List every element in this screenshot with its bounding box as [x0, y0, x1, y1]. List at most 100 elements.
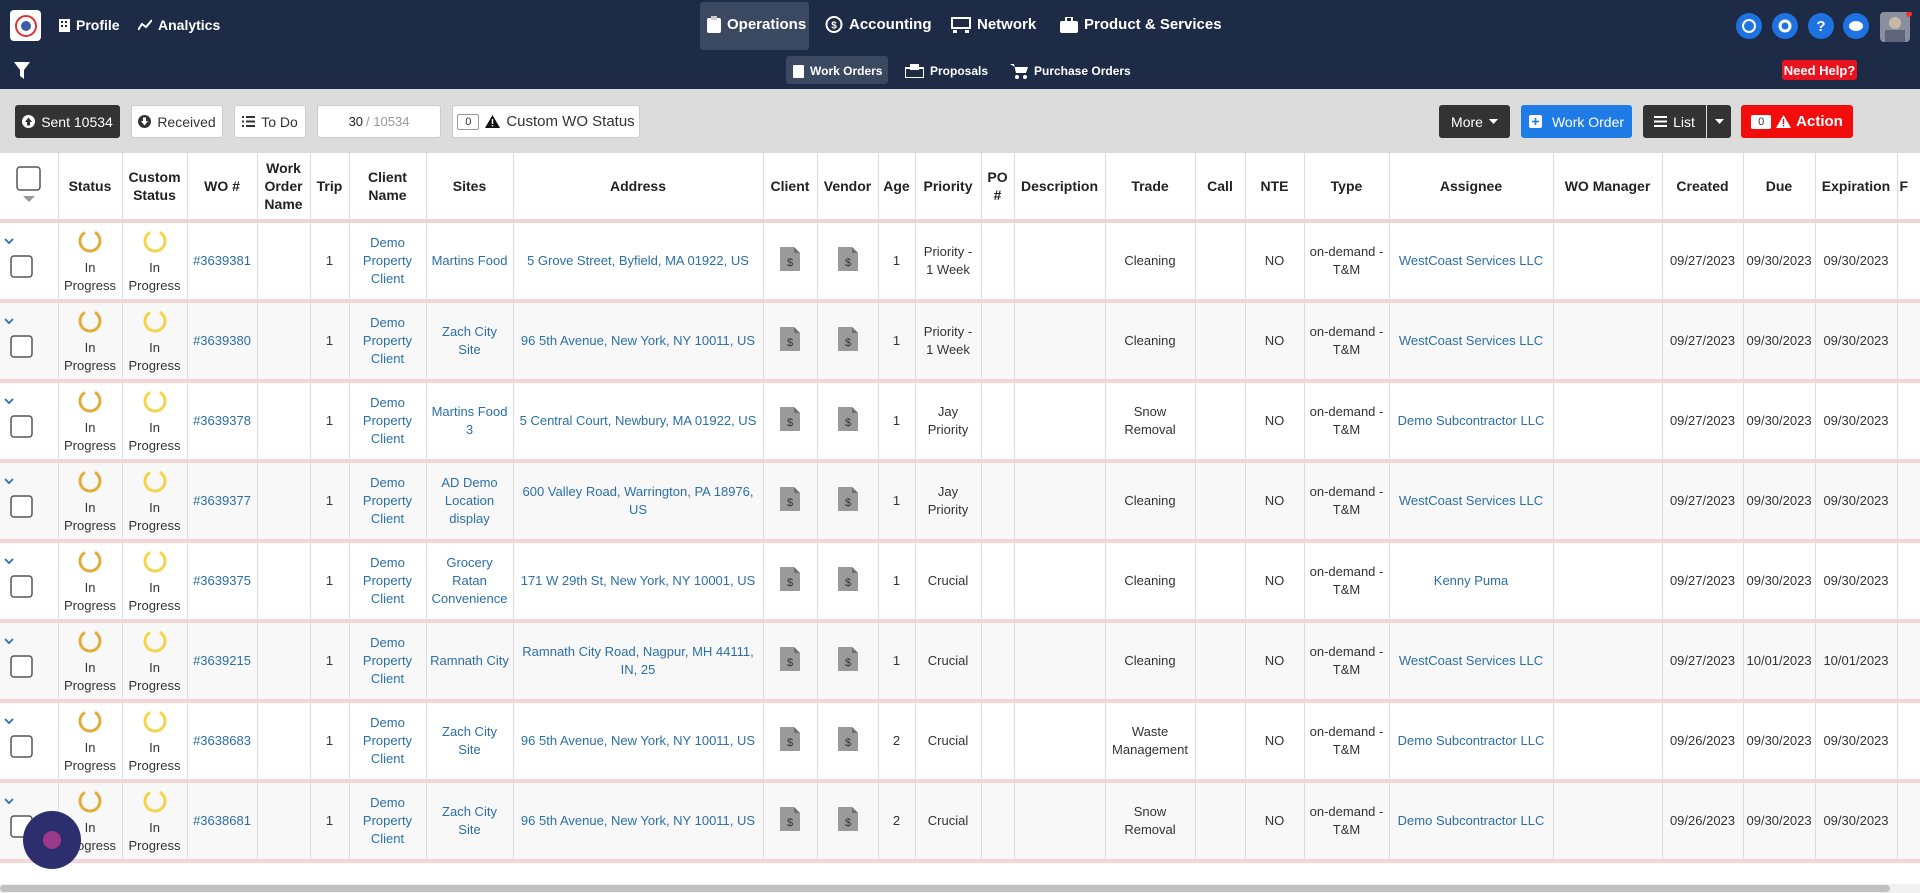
help-button[interactable]: Need Help?: [1782, 60, 1857, 80]
horizontal-scrollbar[interactable]: [0, 884, 1920, 893]
cell-link[interactable]: 96 5th Avenue, New York, NY 10011, US: [520, 733, 756, 748]
cell-link[interactable]: #3638683: [193, 733, 251, 748]
document-icon[interactable]: $: [780, 246, 800, 271]
cell-link[interactable]: 96 5th Avenue, New York, NY 10011, US: [520, 813, 756, 828]
cell-link[interactable]: Zach City Site: [442, 324, 497, 357]
document-icon[interactable]: $: [780, 406, 800, 431]
cell-link[interactable]: WestCoast Services LLC: [1398, 333, 1544, 348]
work-order-button[interactable]: Work Order: [1521, 105, 1632, 138]
cell-link[interactable]: #3639215: [193, 653, 251, 668]
cell-link[interactable]: Ramnath City Road, Nagpur, MH 44111, IN,…: [522, 644, 754, 677]
more-button[interactable]: More: [1439, 105, 1510, 138]
todo-button[interactable]: To Do: [234, 105, 306, 138]
cell-link[interactable]: #3639377: [193, 493, 251, 508]
cell-link[interactable]: Zach City Site: [442, 724, 497, 757]
received-button[interactable]: Received: [131, 105, 223, 138]
cell-link[interactable]: #3639380: [193, 333, 251, 348]
cell-link[interactable]: 600 Valley Road, Warrington, PA 18976, U…: [522, 484, 754, 517]
cell-link[interactable]: Martins Food 3: [431, 404, 508, 437]
cell: NO: [1245, 381, 1305, 463]
column-header: NTE: [1245, 153, 1305, 223]
cell-link[interactable]: 5 Grove Street, Byfield, MA 01922, US: [527, 253, 749, 268]
cell: Demo Property Client: [349, 541, 427, 623]
work-order-row: In Progress In Progress #3639215 1 Demo Prop…: [0, 621, 1920, 703]
cell-link[interactable]: 96 5th Avenue, New York, NY 10011, US: [520, 333, 756, 348]
cell-link[interactable]: Zach City Site: [442, 804, 497, 837]
cell-link[interactable]: 171 W 29th St, New York, NY 10001, US: [520, 573, 756, 588]
list-dropdown[interactable]: [1707, 105, 1731, 138]
document-icon[interactable]: $: [780, 326, 800, 351]
document-icon[interactable]: $: [837, 806, 858, 831]
cell-link[interactable]: Demo Property Client: [362, 235, 413, 286]
chat-fab[interactable]: [23, 811, 81, 869]
sub-purchase-orders[interactable]: Purchase Orders: [1010, 58, 1131, 84]
cell-link[interactable]: Demo Property Client: [362, 635, 413, 686]
document-icon[interactable]: $: [837, 246, 858, 271]
row-select[interactable]: [3, 714, 33, 764]
document-icon[interactable]: $: [837, 646, 858, 671]
cell-link[interactable]: Demo Property Client: [362, 555, 413, 606]
nav-profile[interactable]: Profile: [59, 17, 120, 33]
cell-link[interactable]: #3639381: [193, 253, 251, 268]
nav-products[interactable]: Product & Services: [1060, 16, 1222, 33]
cell-link[interactable]: Demo Property Client: [362, 475, 413, 526]
document-icon[interactable]: $: [837, 566, 858, 591]
cell-link[interactable]: Demo Subcontractor LLC: [1397, 733, 1545, 748]
cell-link[interactable]: Grocery Ratan Convenience: [431, 555, 508, 606]
sub-work-orders[interactable]: Work Orders: [793, 58, 882, 84]
document-icon[interactable]: $: [837, 406, 858, 431]
cell-link[interactable]: Demo Subcontractor LLC: [1397, 813, 1545, 828]
sub-proposals[interactable]: Proposals: [905, 58, 988, 84]
cell-link[interactable]: Demo Property Client: [362, 715, 413, 766]
cell: [1553, 701, 1663, 783]
nav-accounting[interactable]: $ Accounting: [825, 16, 932, 33]
cell-link[interactable]: Demo Property Client: [362, 395, 413, 446]
cell-link[interactable]: Ramnath City: [430, 653, 509, 668]
document-icon[interactable]: $: [780, 726, 800, 751]
list-button[interactable]: List: [1643, 105, 1706, 138]
document-icon[interactable]: $: [780, 566, 800, 591]
document-icon[interactable]: $: [837, 326, 858, 351]
document-icon[interactable]: $: [837, 486, 858, 511]
document-icon[interactable]: $: [837, 726, 858, 751]
select-all[interactable]: [16, 166, 42, 202]
sent-button[interactable]: Sent 10534: [15, 105, 120, 138]
document-icon[interactable]: $: [780, 806, 800, 831]
status-ring: [78, 709, 102, 732]
action-button[interactable]: 0 Action: [1741, 105, 1853, 138]
cell-link[interactable]: Kenny Puma: [1433, 573, 1509, 588]
nav-analytics[interactable]: Analytics: [138, 17, 220, 33]
row-select[interactable]: [3, 634, 33, 684]
cell-link[interactable]: 5 Central Court, Newbury, MA 01922, US: [519, 413, 757, 428]
row-select[interactable]: [3, 474, 33, 524]
row-select[interactable]: [3, 394, 33, 444]
cell-link[interactable]: Demo Property Client: [362, 315, 413, 366]
nav-icons[interactable]: ?: [1735, 12, 1920, 42]
scroll-thumb[interactable]: [0, 885, 1890, 892]
column-header: WO #: [187, 153, 258, 223]
cell-link[interactable]: Demo Subcontractor LLC: [1397, 413, 1545, 428]
row-select[interactable]: [3, 554, 33, 604]
cell-link[interactable]: AD Demo Location display: [441, 475, 498, 526]
cell-link[interactable]: #3638681: [193, 813, 251, 828]
custom-status-button[interactable]: 0 Custom WO Status: [452, 105, 640, 138]
cell-link[interactable]: WestCoast Services LLC: [1398, 493, 1544, 508]
row-select[interactable]: [3, 314, 33, 364]
nav-operations[interactable]: Operations: [707, 16, 806, 33]
cell-link[interactable]: #3639378: [193, 413, 251, 428]
cell-link[interactable]: Demo Property Client: [362, 795, 413, 846]
header-select[interactable]: [0, 153, 59, 223]
document-icon[interactable]: $: [780, 486, 800, 511]
document-icon[interactable]: $: [780, 646, 800, 671]
filter-icon[interactable]: [14, 62, 30, 79]
doc-fold: [794, 726, 800, 733]
doc-fold: [851, 726, 858, 733]
cell-link[interactable]: WestCoast Services LLC: [1398, 253, 1544, 268]
cell-link[interactable]: WestCoast Services LLC: [1398, 653, 1544, 668]
nav-network[interactable]: Network: [951, 16, 1036, 33]
cell-link[interactable]: Martins Food: [431, 253, 508, 268]
logo[interactable]: [10, 10, 41, 41]
cell-link[interactable]: #3639375: [193, 573, 251, 588]
cell: In Progress: [58, 621, 123, 703]
row-select[interactable]: [3, 234, 33, 284]
